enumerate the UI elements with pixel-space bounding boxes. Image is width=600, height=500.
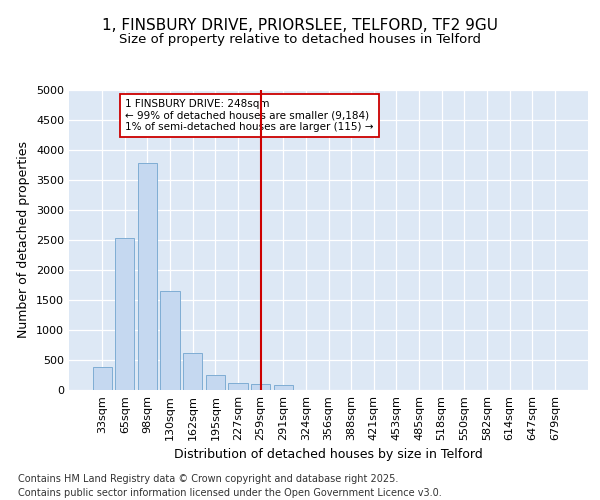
Bar (92, 367, 112, 390)
Text: Size of property relative to detached houses in Telford: Size of property relative to detached ho… (119, 32, 481, 46)
Bar (206, 375, 225, 390)
Bar (160, 291, 180, 390)
Bar (229, 383, 248, 390)
Text: 1, FINSBURY DRIVE, PRIORSLEE, TELFORD, TF2 9GU: 1, FINSBURY DRIVE, PRIORSLEE, TELFORD, T… (102, 18, 498, 32)
Text: Contains HM Land Registry data © Crown copyright and database right 2025.
Contai: Contains HM Land Registry data © Crown c… (18, 474, 442, 498)
Y-axis label: Number of detached properties: Number of detached properties (17, 142, 31, 338)
Bar (183, 353, 202, 390)
X-axis label: Distribution of detached houses by size in Telford: Distribution of detached houses by size … (174, 448, 483, 462)
Text: 1 FINSBURY DRIVE: 248sqm
← 99% of detached houses are smaller (9,184)
1% of semi: 1 FINSBURY DRIVE: 248sqm ← 99% of detach… (125, 99, 373, 132)
Bar (138, 163, 157, 390)
Bar (115, 238, 134, 390)
Bar (251, 384, 270, 390)
Bar (274, 385, 293, 390)
